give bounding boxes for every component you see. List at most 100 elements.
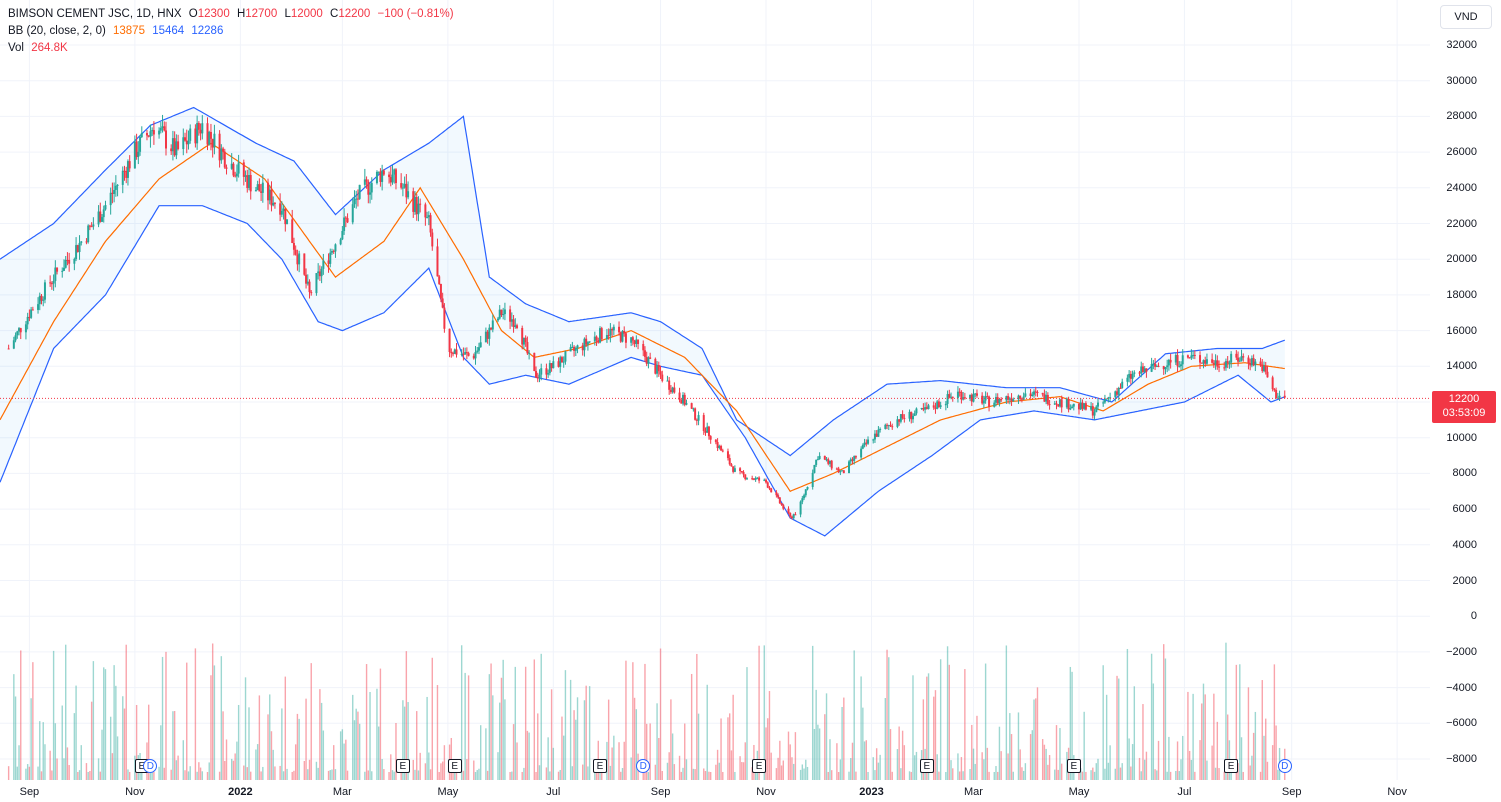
candle-body — [994, 397, 997, 403]
candle-body — [745, 478, 748, 480]
candle-body — [465, 352, 468, 354]
volume-bar — [668, 752, 670, 780]
candle-body — [1155, 365, 1158, 367]
volume-bar — [801, 764, 804, 780]
volume-bar — [528, 732, 530, 780]
candle-body — [958, 391, 961, 393]
candle-body — [381, 170, 384, 182]
candle-body — [30, 309, 33, 318]
candle-body — [31, 309, 34, 311]
volume-bar — [829, 739, 831, 780]
volume-bar — [1131, 744, 1134, 780]
candle-body — [365, 179, 368, 182]
legend-bb-row[interactable]: BB (20, close, 2, 0) 13875 15464 12286 — [8, 23, 458, 40]
candles-layer — [7, 114, 1286, 520]
volume-bar — [44, 744, 46, 780]
volume-bar — [872, 757, 874, 780]
volume-bar — [365, 664, 368, 780]
volume-bar — [933, 696, 935, 780]
candle-body — [512, 319, 515, 328]
volume-bar — [1080, 768, 1082, 780]
candle-body — [1036, 392, 1039, 394]
earnings-marker[interactable]: E — [1224, 759, 1239, 773]
candle-body — [1193, 354, 1196, 356]
volume-bar — [682, 767, 684, 780]
volume-bar — [163, 767, 165, 780]
candle-body — [1090, 406, 1093, 410]
volume-bar — [569, 679, 572, 780]
volume-bar — [1054, 769, 1056, 780]
candle-body — [891, 426, 894, 428]
candle-body — [1152, 363, 1155, 365]
candle-body — [455, 349, 458, 355]
candle-body — [346, 218, 349, 223]
volume-bar — [198, 762, 200, 780]
candle-body — [1211, 359, 1214, 363]
volume-bar — [1138, 757, 1141, 780]
volume-bar — [116, 736, 119, 780]
dividend-marker[interactable]: D — [636, 759, 651, 773]
candle-body — [609, 328, 612, 336]
volume-bar — [279, 765, 281, 780]
symbol-title[interactable]: BIMSON CEMENT JSC, 1D, HNX — [8, 8, 182, 20]
candle-body — [510, 319, 513, 322]
volume-bar — [787, 731, 790, 780]
volume-bar — [497, 752, 499, 780]
volume-bar — [746, 667, 748, 780]
candle-body — [209, 131, 212, 139]
volume-bar — [322, 730, 325, 780]
time-axis-label: 2023 — [859, 786, 884, 798]
earnings-marker[interactable]: E — [593, 759, 607, 773]
candle-body — [911, 415, 914, 420]
volume-bar — [1169, 771, 1172, 780]
dividend-marker[interactable]: D — [1277, 759, 1292, 773]
candle-body — [694, 408, 697, 420]
dividend-marker[interactable]: D — [143, 759, 158, 773]
volume-bar — [836, 743, 838, 780]
volume-bar — [196, 771, 198, 780]
volume-bar — [684, 723, 686, 780]
earnings-marker[interactable]: E — [447, 759, 462, 773]
candle-body — [1020, 398, 1023, 400]
earnings-marker[interactable]: E — [1066, 759, 1081, 773]
price-axis-label: 10000 — [1446, 431, 1477, 444]
volume-bar — [1240, 737, 1243, 780]
earnings-marker[interactable]: E — [395, 759, 410, 773]
volume-bar — [473, 760, 475, 780]
volume-bar — [101, 729, 103, 780]
candle-body — [104, 205, 107, 210]
volume-bar — [850, 758, 852, 780]
earnings-marker[interactable]: E — [919, 759, 934, 773]
volume-bar — [678, 755, 681, 780]
volume-bar — [898, 726, 900, 780]
volume-bar — [889, 729, 892, 780]
volume-bar — [403, 706, 406, 780]
currency-button[interactable]: VND — [1440, 5, 1492, 29]
price-axis-label: 18000 — [1446, 288, 1477, 301]
candle-body — [327, 260, 330, 264]
candle-body — [1033, 391, 1036, 395]
volume-bar — [213, 665, 216, 780]
candle-body — [1097, 402, 1100, 407]
price-axis-label: 24000 — [1446, 181, 1477, 194]
candle-body — [405, 183, 408, 198]
volume-bar — [462, 770, 465, 780]
candle-body — [296, 254, 299, 265]
legend-vol-row[interactable]: Vol 264.8K — [8, 40, 458, 57]
volume-bar — [526, 730, 529, 780]
bb-lower-line — [0, 205, 1285, 537]
volume-bar — [75, 685, 77, 780]
candle-body — [1205, 359, 1208, 364]
candle-body — [1041, 392, 1044, 395]
volume-bar — [1211, 745, 1213, 780]
volume-bar — [837, 771, 840, 780]
volume-bar — [85, 763, 88, 780]
candle-body — [1230, 353, 1233, 363]
candle-body — [1083, 403, 1086, 409]
candle-body — [828, 460, 831, 464]
earnings-marker[interactable]: E — [752, 759, 767, 773]
volume-bar — [113, 665, 115, 780]
volume-bar — [1081, 771, 1084, 780]
